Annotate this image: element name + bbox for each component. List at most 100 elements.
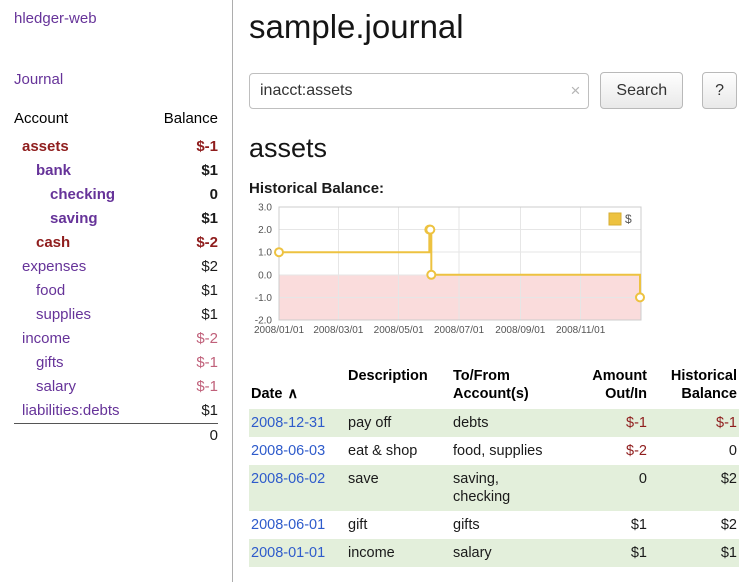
account-link-liabilities-debts[interactable]: liabilities:debts — [22, 402, 120, 419]
svg-text:3.0: 3.0 — [258, 203, 272, 214]
svg-text:2008/07/01: 2008/07/01 — [434, 325, 484, 336]
accounts-header-balance: Balance — [163, 110, 218, 127]
register-header-row: Date ∧ Description To/From Account(s) Amo… — [249, 365, 739, 409]
transaction-balance: $1 — [720, 545, 737, 561]
transaction-date-link[interactable]: 2008-06-03 — [251, 443, 326, 459]
account-balance: 0 — [209, 186, 218, 203]
account-row: food $1 — [14, 279, 218, 303]
transaction-accounts: gifts — [453, 517, 480, 533]
svg-text:-2.0: -2.0 — [255, 316, 273, 327]
transaction-balance: $2 — [720, 517, 737, 533]
accounts-header-row: Account Balance — [14, 106, 218, 135]
account-link-saving[interactable]: saving — [50, 210, 98, 227]
account-row: saving $1 — [14, 207, 218, 231]
accounts-total-row: 0 — [14, 423, 218, 448]
account-heading: assets — [249, 133, 328, 163]
account-balance: $-2 — [196, 330, 218, 347]
accounts-header-account: Account — [14, 110, 69, 127]
svg-text:2008/05/01: 2008/05/01 — [374, 325, 424, 336]
register-header-date: Date — [251, 386, 283, 402]
transaction-balance: 0 — [728, 443, 737, 459]
account-link-checking[interactable]: checking — [50, 186, 116, 203]
search-input[interactable] — [249, 72, 590, 109]
account-link-gifts[interactable]: gifts — [36, 354, 64, 371]
transaction-description: income — [348, 545, 395, 561]
account-balance: $1 — [201, 162, 218, 179]
register-row: 2008-06-03 eat & shop food, supplies $-2… — [249, 437, 739, 465]
register-header-amount: Amount Out/In — [592, 368, 647, 402]
accounts-total-balance: 0 — [148, 423, 218, 448]
transaction-accounts: debts — [453, 415, 489, 431]
account-link-cash[interactable]: cash — [36, 234, 71, 251]
account-balance: $1 — [201, 210, 218, 227]
sidebar: hledger-web Journal Account Balance asse… — [0, 0, 233, 582]
account-balance: $1 — [201, 402, 218, 419]
main-content: sample.journal × Search ? assets Histori… — [234, 0, 742, 582]
account-balance: $-1 — [196, 378, 218, 395]
transaction-date-link[interactable]: 2008-12-31 — [251, 415, 326, 431]
transaction-amount: $-1 — [626, 415, 647, 431]
transaction-description: pay off — [348, 415, 392, 431]
transaction-date-link[interactable]: 2008-06-01 — [251, 517, 326, 533]
svg-text:0.0: 0.0 — [258, 270, 272, 281]
register-header-accounts: To/From Account(s) — [453, 368, 529, 402]
register-table: Date ∧ Description To/From Account(s) Amo… — [249, 365, 739, 567]
svg-text:-1.0: -1.0 — [255, 293, 273, 304]
register-header-description: Description — [348, 368, 428, 384]
transaction-accounts: saving, checking — [453, 471, 511, 505]
svg-text:2.0: 2.0 — [258, 225, 272, 236]
nav-journal-link[interactable]: Journal — [14, 71, 64, 88]
account-balance: $-2 — [196, 234, 218, 251]
account-row: gifts $-1 — [14, 351, 218, 375]
sort-asc-icon: ∧ — [287, 386, 299, 402]
transaction-amount: 0 — [638, 471, 647, 487]
register-row: 2008-06-01 gift gifts $1 $2 — [249, 511, 739, 539]
account-link-salary[interactable]: salary — [36, 378, 77, 395]
account-row: supplies $1 — [14, 303, 218, 327]
account-row: cash $-2 — [14, 231, 218, 255]
historical-balance-chart: 3.0 2.0 1.0 0.0 -1.0 -2.0 2008/01/01 2008/03/01… — [249, 203, 737, 345]
svg-text:1.0: 1.0 — [258, 248, 272, 259]
transaction-description: gift — [348, 517, 368, 533]
transaction-balance: $2 — [720, 471, 737, 487]
page-title: sample.journal — [249, 8, 464, 45]
account-link-assets[interactable]: assets — [22, 138, 69, 155]
search-button[interactable]: Search — [600, 72, 684, 109]
transaction-description: eat & shop — [348, 443, 418, 459]
brand-link[interactable]: hledger-web — [14, 10, 97, 27]
register-row: 2008-01-01 income salary $1 $1 — [249, 539, 739, 567]
register-header-balance: Historical Balance — [670, 368, 737, 402]
account-row: income $-2 — [14, 327, 218, 351]
svg-text:2008/11/01: 2008/11/01 — [556, 325, 606, 336]
transaction-balance: $-1 — [716, 415, 737, 431]
search-box: × — [249, 72, 590, 109]
register-row: 2008-12-31 pay off debts $-1 $-1 — [249, 409, 739, 437]
transaction-accounts: food, supplies — [453, 443, 543, 459]
account-link-food[interactable]: food — [36, 282, 66, 299]
svg-text:2008/09/01: 2008/09/01 — [495, 325, 545, 336]
account-row: expenses $2 — [14, 255, 218, 279]
transaction-amount: $1 — [630, 517, 647, 533]
svg-text:$: $ — [625, 212, 632, 226]
register-row: 2008-06-02 save saving, checking 0 $2 — [249, 465, 739, 511]
account-row: checking 0 — [14, 183, 218, 207]
svg-text:2008/01/01: 2008/01/01 — [254, 325, 304, 336]
accounts-table: Account Balance assets $-1 bank $1 check… — [14, 106, 218, 448]
account-link-supplies[interactable]: supplies — [36, 306, 92, 323]
transaction-amount: $-2 — [626, 443, 647, 459]
account-link-bank[interactable]: bank — [36, 162, 72, 179]
transaction-date-link[interactable]: 2008-01-01 — [251, 545, 326, 561]
register-sort-date-link[interactable]: Date ∧ — [251, 386, 298, 402]
search-help-button[interactable]: ? — [702, 72, 737, 109]
search-form: × Search ? — [249, 72, 737, 109]
account-balance: $1 — [201, 306, 218, 323]
clear-search-icon[interactable]: × — [570, 80, 581, 100]
account-row: liabilities:debts $1 — [14, 399, 218, 424]
account-link-income[interactable]: income — [22, 330, 71, 347]
transaction-amount: $1 — [630, 545, 647, 561]
transaction-date-link[interactable]: 2008-06-02 — [251, 471, 326, 487]
account-balance: $-1 — [196, 138, 218, 155]
transaction-description: save — [348, 471, 379, 487]
account-link-expenses[interactable]: expenses — [22, 258, 87, 275]
